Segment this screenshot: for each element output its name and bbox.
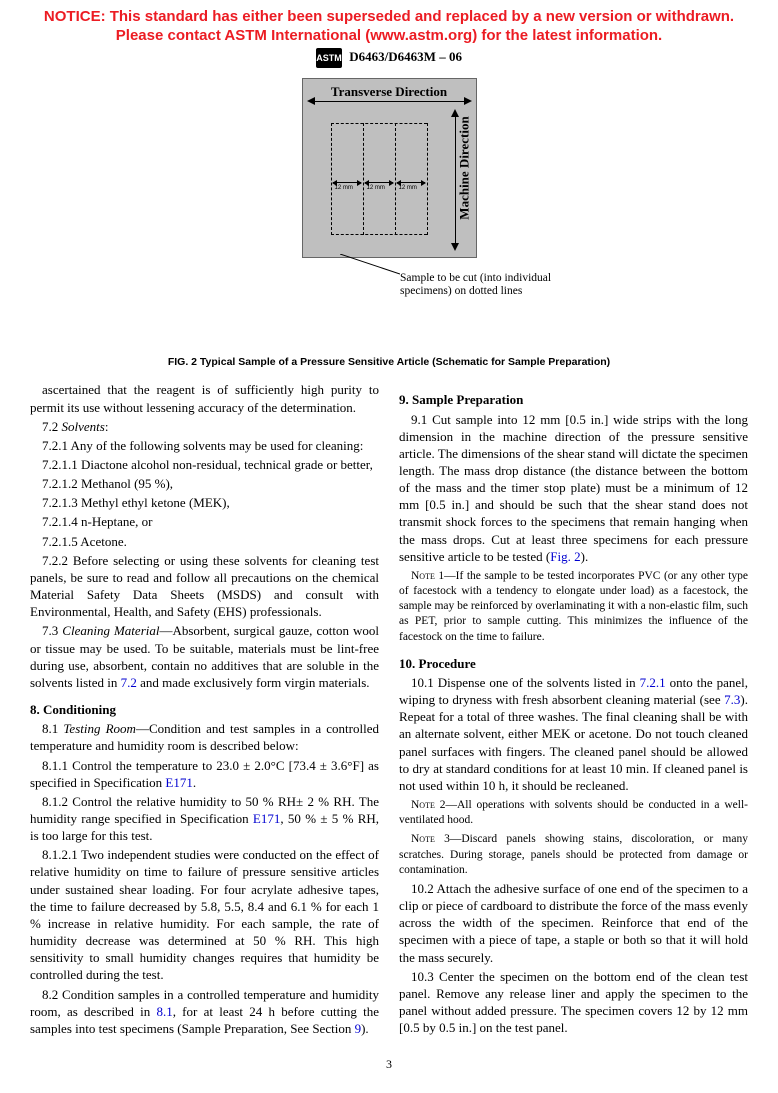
ref-7-3[interactable]: 7.3 [724,692,740,707]
note-1: Note 1—If the sample to be tested incorp… [399,569,748,645]
callout-line [340,254,400,276]
header: ASTM D6463/D6463M – 06 [30,48,748,68]
para-7-3: 7.3 Cleaning Material—Absorbent, surgica… [30,622,379,691]
para-7-2-1-4: 7.2.1.4 n-Heptane, or [30,513,379,530]
para-7-2-1: 7.2.1 Any of the following solvents may … [30,437,379,454]
dim-3: 12 mm [399,185,417,193]
ref-fig-2[interactable]: Fig. 2 [550,549,580,564]
note-2: Note 2—All operations with solvents shou… [399,798,748,828]
page-number: 3 [30,1057,748,1073]
para-8-2: 8.2 Condition samples in a controlled te… [30,986,379,1037]
machine-direction-label: Machine Direction [455,98,472,238]
dim-1: 12 mm [335,185,353,193]
para-7-2: 7.2 Solvents: [30,418,379,435]
para-8-1-2: 8.1.2 Control the relative humidity to 5… [30,793,379,844]
note-3: Note 3—Discard panels showing stains, di… [399,832,748,878]
callout-text: Sample to be cut (into individual specim… [400,272,610,300]
figure-caption: FIG. 2 Typical Sample of a Pressure Sens… [30,356,748,370]
designation: D6463/D6463M – 06 [349,49,462,64]
para-7-2-1-2: 7.2.1.2 Methanol (95 %), [30,475,379,492]
para-7-2-2: 7.2.2 Before selecting or using these so… [30,552,379,621]
astm-logo: ASTM [316,48,342,68]
heading-10: 10. Procedure [399,655,748,672]
para-8-1-2-1: 8.1.2.1 Two independent studies were con… [30,846,379,983]
ref-8-1[interactable]: 8.1 [156,1004,172,1019]
notice-line2: Please contact ASTM International (www.a… [116,27,662,44]
dashed-sample-area: 12 mm 12 mm 12 mm [331,123,427,235]
ref-e171-1[interactable]: E171 [165,775,192,790]
ref-7-2[interactable]: 7.2 [121,675,137,690]
ref-7-2-1[interactable]: 7.2.1 [640,675,666,690]
transverse-arrow-icon [309,101,470,102]
figure-2: Transverse Direction Machine Direction [30,78,748,370]
para-10-3: 10.3 Center the specimen on the bottom e… [399,968,748,1037]
para-9-1: 9.1 Cut sample into 12 mm [0.5 in.] wide… [399,411,748,565]
para-7-intro: ascertained that the reagent is of suffi… [30,381,379,415]
notice-banner: NOTICE: This standard has either been su… [30,8,748,46]
ref-e171-2[interactable]: E171 [253,811,280,826]
para-8-1: 8.1 Testing Room—Condition and test samp… [30,720,379,754]
para-7-2-1-5: 7.2.1.5 Acetone. [30,533,379,550]
para-10-1: 10.1 Dispense one of the solvents listed… [399,674,748,794]
para-7-2-1-1: 7.2.1.1 Diactone alcohol non-residual, t… [30,456,379,473]
notice-line1: NOTICE: This standard has either been su… [44,8,734,25]
body-columns: ascertained that the reagent is of suffi… [30,381,748,1039]
para-8-1-1: 8.1.1 Control the temperature to 23.0 ± … [30,757,379,791]
para-10-2: 10.2 Attach the adhesive surface of one … [399,880,748,966]
para-7-2-1-3: 7.2.1.3 Methyl ethyl ketone (MEK), [30,494,379,511]
transverse-direction-label: Transverse Direction [303,83,476,100]
heading-8: 8. Conditioning [30,701,379,718]
schematic-box: Transverse Direction Machine Direction [302,78,477,258]
heading-9: 9. Sample Preparation [399,391,748,408]
dim-2: 12 mm [367,185,385,193]
